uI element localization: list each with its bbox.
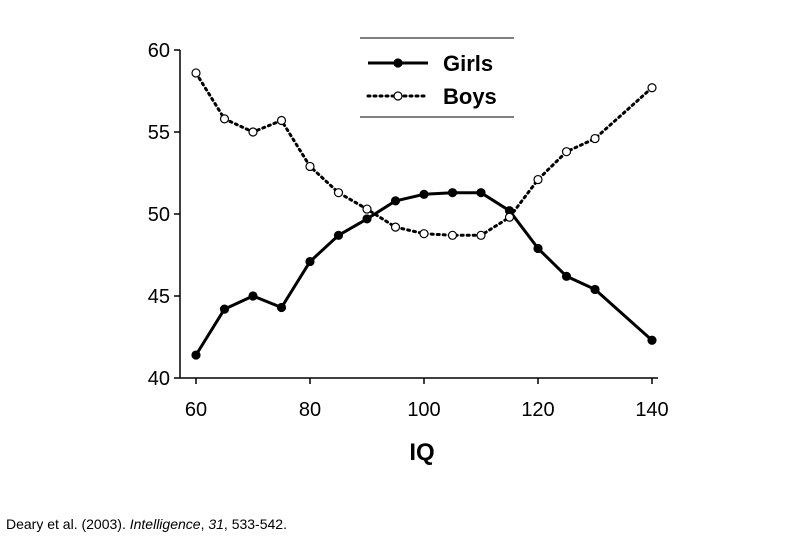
legend-label-girls: Girls: [443, 51, 493, 76]
x-tick-label: 100: [407, 399, 440, 421]
legend-marker-boys: [393, 91, 403, 101]
data-point-boys: [447, 230, 458, 240]
series-line-boys: [194, 71, 654, 237]
data-point-girls: [419, 189, 429, 199]
data-point-girls: [305, 256, 315, 267]
data-point-boys: [276, 115, 287, 126]
citation-pages: , 533-542.: [223, 516, 287, 532]
data-point-girls: [447, 188, 458, 198]
citation: Deary et al. (2003). Intelligence, 31, 5…: [6, 516, 287, 532]
data-point-boys: [305, 161, 315, 172]
citation-volume: 31: [208, 516, 224, 532]
data-point-girls: [561, 271, 572, 281]
data-point-boys: [219, 114, 230, 124]
data-point-girls: [647, 335, 657, 345]
data-point-boys: [362, 204, 372, 214]
data-point-girls: [248, 291, 258, 301]
data-point-girls: [390, 196, 401, 206]
data-point-girls: [590, 284, 600, 295]
data-point-boys: [533, 174, 543, 185]
data-point-girls: [476, 188, 486, 198]
y-tick-label: 50: [148, 204, 170, 226]
series-layer: [191, 68, 657, 360]
x-tick-label: 120: [521, 399, 554, 421]
x-axis-title: IQ: [409, 439, 434, 466]
data-point-boys: [504, 212, 515, 222]
axes: [179, 50, 658, 379]
data-point-boys: [476, 230, 486, 240]
x-tick-label: 140: [635, 399, 668, 421]
y-tick-label: 45: [148, 286, 170, 308]
y-tick-label: 40: [148, 368, 170, 390]
series-line-girls: [194, 191, 653, 356]
data-point-boys: [590, 133, 600, 144]
citation-sep: ,: [200, 516, 209, 532]
data-point-boys: [561, 147, 572, 157]
legend-label-boys: Boys: [443, 84, 497, 109]
citation-journal: Intelligence: [129, 516, 201, 532]
data-point-boys: [333, 188, 344, 198]
data-point-girls: [333, 230, 344, 240]
y-tick-label: 55: [148, 122, 170, 144]
data-point-girls: [191, 350, 201, 360]
citation-authors: Deary et al. (2003).: [6, 516, 130, 532]
legend-marker-girls: [393, 58, 403, 68]
y-ticks: 40 45 50 55 60: [148, 40, 180, 390]
data-point-girls: [219, 304, 230, 314]
data-point-girls: [362, 214, 372, 224]
data-point-girls: [533, 243, 543, 254]
data-point-boys: [647, 83, 657, 93]
data-point-boys: [390, 222, 401, 232]
x-tick-label: 80: [299, 399, 321, 421]
data-point-boys: [419, 229, 429, 239]
data-point-boys: [191, 68, 201, 78]
data-point-boys: [248, 127, 258, 137]
y-tick-label: 60: [148, 40, 170, 62]
legend: Girls Boys: [360, 37, 514, 118]
x-tick-label: 60: [185, 399, 207, 421]
data-point-girls: [276, 302, 287, 313]
x-ticks: 60 80 100 120 140: [185, 378, 669, 421]
